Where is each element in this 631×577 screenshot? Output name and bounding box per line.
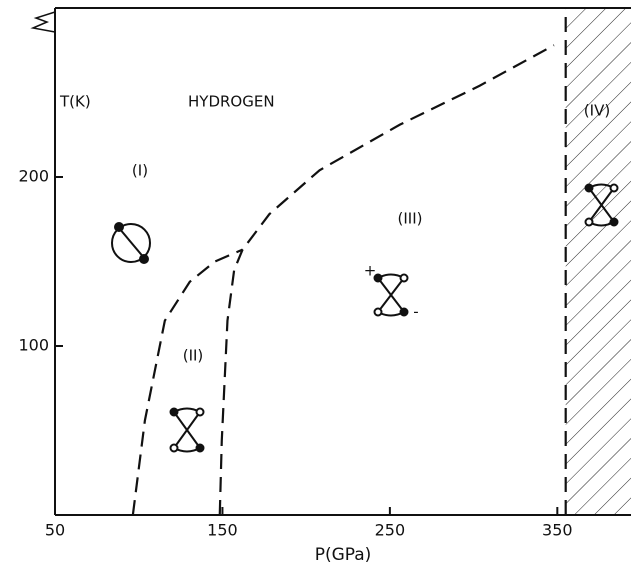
- phase-label: (I): [132, 162, 148, 180]
- y-tick-label: 100: [18, 336, 49, 355]
- x-tick-label: 50: [45, 521, 65, 540]
- x-tick-label: 350: [542, 521, 573, 540]
- phase-boundary: [218, 44, 555, 516]
- plot-area: [565, 8, 631, 515]
- phase-label: -: [413, 303, 418, 321]
- chart-title: HYDROGEN: [188, 93, 275, 111]
- x-tick-label: 150: [207, 521, 238, 540]
- phase-label: (III): [398, 210, 423, 228]
- hatched-region: [565, 8, 631, 515]
- x-tick-label: 250: [375, 521, 406, 540]
- molecule-icons: [111, 183, 619, 453]
- y-tick-label: 200: [18, 167, 49, 186]
- phase-label: (II): [183, 347, 204, 365]
- x-axis-label: P(GPa): [315, 545, 372, 565]
- phase-label: +: [364, 262, 377, 280]
- axes-frame: [30, 7, 631, 516]
- phase-boundary: [131, 248, 243, 516]
- phase-label: (IV): [584, 102, 610, 120]
- y-axis-label: T(K): [59, 93, 91, 111]
